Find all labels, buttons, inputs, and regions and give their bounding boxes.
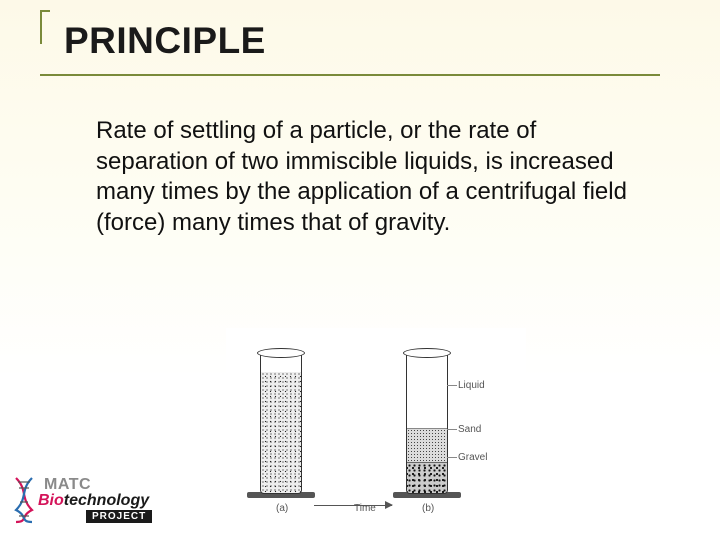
- cylinder-a-body: [260, 354, 302, 494]
- layer-liquid: [407, 370, 447, 428]
- cylinder-b-rim: [403, 348, 451, 358]
- settling-diagram: Liquid Sand Gravel (a) (b) Time: [226, 328, 526, 518]
- cylinder-a: [260, 344, 302, 494]
- title-block: PRINCIPLE: [50, 18, 266, 62]
- page-title: PRINCIPLE: [50, 18, 266, 62]
- title-accent: [40, 10, 50, 44]
- label-liquid: Liquid: [458, 380, 485, 391]
- caption-a: (a): [276, 503, 288, 514]
- layer-sand: [407, 428, 447, 462]
- caption-b: (b): [422, 503, 434, 514]
- logo-bio: Bio: [38, 492, 64, 509]
- matc-logo: MATC Biotechnology PROJECT: [8, 470, 158, 530]
- leader-gravel: [447, 457, 457, 458]
- time-arrow-icon: [314, 505, 392, 507]
- logo-technology: technology: [64, 492, 149, 509]
- cylinder-b: [406, 344, 448, 494]
- title-underline: [40, 74, 660, 76]
- leader-sand: [447, 429, 457, 430]
- mixed-suspension: [261, 372, 301, 493]
- label-sand: Sand: [458, 424, 481, 435]
- cylinder-b-body: [406, 354, 448, 494]
- logo-project: PROJECT: [86, 510, 152, 523]
- label-gravel: Gravel: [458, 452, 487, 463]
- principle-text: Rate of settling of a particle, or the r…: [96, 116, 630, 239]
- layer-gravel: [407, 462, 447, 493]
- logo-biotechnology: Biotechnology: [38, 492, 149, 510]
- leader-liquid: [447, 385, 457, 386]
- cylinder-a-rim: [257, 348, 305, 358]
- dna-icon: [10, 476, 38, 524]
